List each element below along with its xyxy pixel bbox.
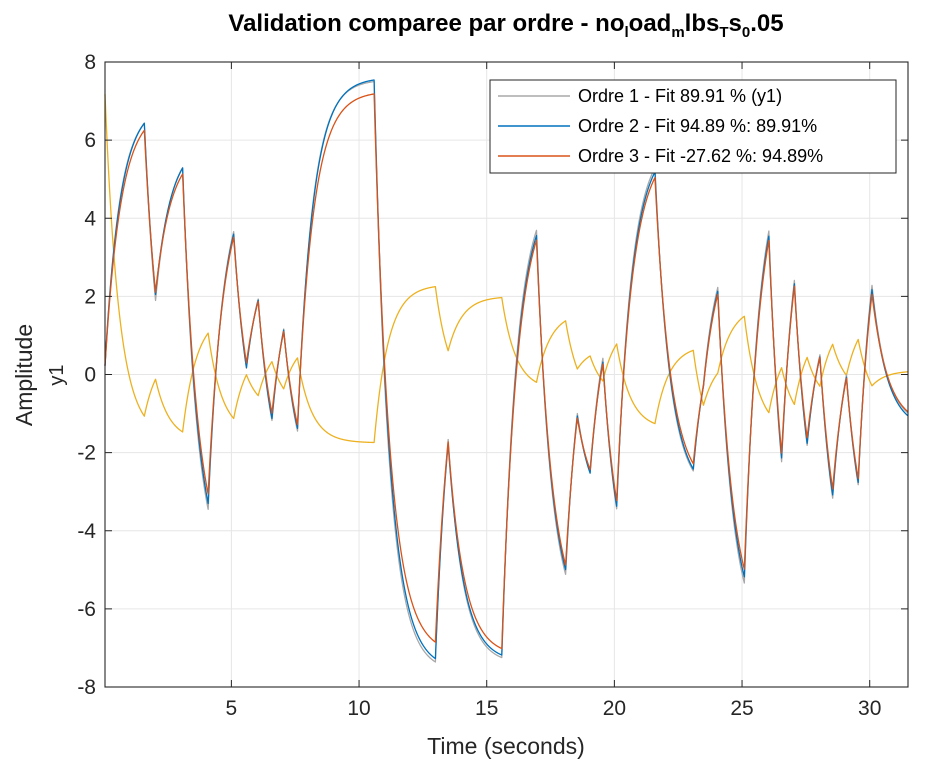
x-tick-label: 20 [603, 697, 626, 720]
title-part: T [719, 24, 728, 41]
y-tick-label: 8 [84, 51, 96, 74]
legend-label-ordre-3: Ordre 3 - Fit -27.62 %: 94.89% [578, 146, 823, 166]
y-tick-label: -6 [77, 598, 96, 621]
y-tick-label: 6 [84, 129, 96, 152]
y-axis-label: Amplitude [11, 324, 37, 426]
x-tick-label: 10 [347, 697, 370, 720]
y-tick-label: 4 [84, 207, 96, 230]
x-tick-label: 5 [226, 697, 238, 720]
title-part: s [729, 10, 742, 37]
title-part: m [671, 24, 684, 41]
y-tick-label: 2 [84, 285, 96, 308]
x-tick-label: 15 [475, 697, 498, 720]
x-tick-labels: 5 10 15 20 25 30 [226, 697, 882, 720]
y-tick-label: -8 [77, 676, 96, 699]
title-part: 0 [742, 24, 750, 41]
title-part: .05 [750, 10, 783, 37]
output-channel-label: y1 [46, 364, 68, 385]
title-part: lbs [685, 10, 720, 37]
x-tick-label: 30 [858, 697, 881, 720]
series-layer [104, 79, 909, 663]
title-part: Validation comparee par ordre - no [228, 10, 624, 37]
series-line-4 [104, 94, 908, 444]
y-tick-label: -2 [77, 442, 96, 465]
legend: Ordre 1 - Fit 89.91 % (y1) Ordre 2 - Fit… [489, 79, 897, 174]
series-line-3 [104, 93, 909, 650]
y-tick-label: 0 [84, 364, 96, 387]
y-tick-label: -4 [77, 520, 96, 543]
tick-marks [105, 61, 908, 688]
title-part: l [624, 24, 628, 41]
legend-label-ordre-2: Ordre 2 - Fit 94.89 %: 89.91% [578, 116, 817, 136]
chart-title: Validation comparee par ordre - noloadml… [228, 10, 783, 41]
legend-label-ordre-1: Ordre 1 - Fit 89.91 % (y1) [578, 86, 782, 106]
title-part: oad [629, 10, 672, 37]
y-tick-labels: -8 -6 -4 -2 0 2 4 6 8 [77, 51, 96, 699]
x-axis-label: Time (seconds) [427, 733, 585, 759]
x-tick-label: 25 [730, 697, 753, 720]
